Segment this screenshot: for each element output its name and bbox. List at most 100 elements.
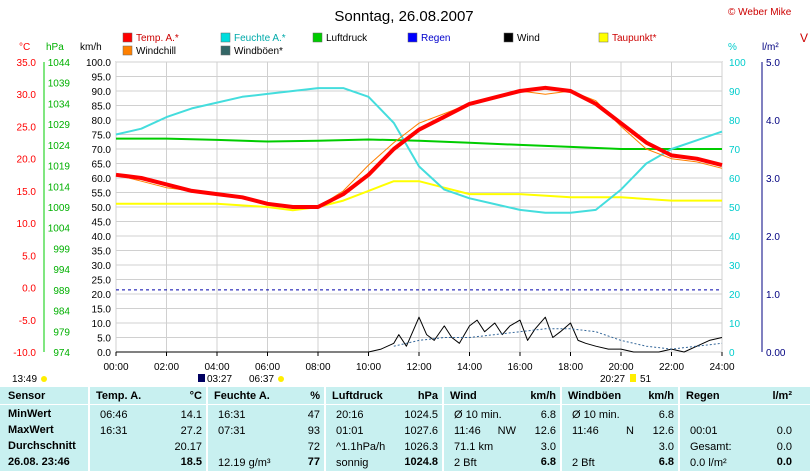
temp-tick-label: -5.0: [19, 316, 37, 327]
wind-tick-label: 10.0: [92, 319, 112, 330]
col4-value: 1026.3: [404, 441, 438, 453]
wind-tick-label: 55.0: [92, 189, 112, 200]
col5-time: 11:46: [454, 425, 481, 437]
hpa-tick-label: 1044: [48, 58, 71, 69]
hpa-tick-label: 989: [53, 286, 70, 297]
moon-value: 51: [640, 374, 652, 385]
col2-value: 18.5: [180, 456, 202, 468]
legend-label: Regen: [421, 33, 450, 44]
rain-tick-label: 4.0: [766, 116, 780, 127]
legend-label: Temp. A.*: [136, 33, 179, 44]
x-tick-label: 00:00: [103, 362, 128, 373]
col4-title: Luftdruck: [332, 390, 383, 402]
x-tick-label: 16:00: [507, 362, 532, 373]
chart-grid: [115, 61, 723, 353]
wind-tick-label: 35.0: [92, 247, 112, 258]
x-tick-label: 10:00: [356, 362, 381, 373]
wind-tick-label: 70.0: [92, 145, 112, 156]
temp-tick-label: 25.0: [17, 122, 37, 133]
rain-tick-label: 3.0: [766, 174, 780, 185]
col6-value: 6.8: [658, 456, 674, 468]
wind-tick-label: 80.0: [92, 116, 112, 127]
col7-time: 00:01: [690, 425, 718, 437]
col7-value: 0.0: [776, 441, 792, 453]
temp-tick-label: 10.0: [17, 219, 37, 230]
humidity-tick-label: 100: [729, 58, 746, 69]
legend-label: Taupunkt*: [612, 33, 657, 44]
humidity-tick-label: 0: [729, 348, 735, 359]
sunrise-time-2: 06:37: [249, 374, 274, 385]
series-temp: [115, 85, 723, 209]
col4-time: sonnig: [336, 457, 369, 469]
copyright-text: © Weber Mike: [728, 7, 792, 18]
col3-time: 07:31: [218, 425, 246, 437]
col6-value: 3.0: [658, 441, 674, 453]
col5-title: Wind: [450, 390, 477, 402]
col5-time: 71.1 km: [454, 441, 494, 453]
wind-tick-label: 15.0: [92, 305, 112, 316]
hpa-tick-label: 994: [53, 265, 70, 276]
series-humidity: [115, 87, 723, 214]
col6-time: 2 Bft: [572, 457, 595, 469]
chart-axes: 35.0 30.0 25.0 20.0 15.0 10.0 5.0 0.0 -5.0 -10.0 1…: [13, 42, 786, 373]
col5-value: 6.8: [540, 456, 556, 468]
col6-unit: km/h: [648, 390, 674, 402]
row-label-avg: Durchschnitt: [8, 440, 76, 452]
legend-swatch: [220, 32, 231, 43]
col6-time: 11:46: [572, 425, 599, 437]
col5-time: Ø 10 min.: [454, 409, 502, 421]
col3-value: 77: [307, 456, 320, 468]
wind-tick-label: 0.0: [97, 348, 111, 359]
series-dewpoint: [116, 180, 722, 212]
legend-swatch: [122, 45, 133, 56]
x-tick-label: 22:00: [659, 362, 684, 373]
humidity-tick-label: 30: [729, 261, 741, 272]
x-tick-label: 08:00: [305, 362, 330, 373]
humidity-tick-label: 20: [729, 290, 741, 301]
rain-tick-label: 0.00: [766, 348, 786, 359]
row-label-current: 26.08. 23:46: [8, 456, 70, 468]
wind-tick-label: 100.0: [86, 58, 111, 69]
hpa-tick-label: 1039: [48, 79, 71, 90]
col3-value: 72: [307, 441, 320, 453]
wind-tick-label: 60.0: [92, 174, 112, 185]
x-tick-label: 24:00: [709, 362, 734, 373]
col4-time: 01:01: [336, 425, 364, 437]
col3-time: 16:31: [218, 409, 246, 421]
col7-unit: l/m²: [772, 390, 792, 402]
x-tick-label: 04:00: [204, 362, 229, 373]
series-pressure: [116, 137, 722, 150]
col2-time: 06:46: [100, 409, 128, 421]
wind-tick-label: 95.0: [92, 73, 112, 84]
wind-tick-label: 90.0: [92, 87, 112, 98]
chart-series: [115, 85, 723, 353]
hpa-tick-label: 1034: [48, 99, 71, 110]
x-tick-label: 06:00: [255, 362, 280, 373]
temp-tick-label: 0.0: [22, 284, 36, 295]
col6-time: Ø 10 min.: [572, 409, 620, 421]
hpa-tick-label: 984: [53, 307, 70, 318]
rain-tick-label: 1.0: [766, 290, 780, 301]
col4-time: ^1.1hPa/h: [336, 441, 386, 453]
temp-tick-label: -10.0: [13, 348, 36, 359]
row-label-max: MaxWert: [8, 424, 54, 436]
sunrise-icon: [198, 374, 205, 382]
humidity-tick-label: 70: [729, 145, 741, 156]
sunset-time: 20:27: [600, 374, 625, 385]
col2-value: 14.1: [180, 409, 202, 421]
col7-title: Regen: [686, 390, 720, 402]
col5-dir: NW: [497, 425, 516, 437]
x-tick-label: 14:00: [457, 362, 482, 373]
hpa-tick-label: 1029: [48, 120, 71, 131]
rain-unit: l/m²: [762, 42, 779, 53]
x-tick-label: 02:00: [154, 362, 179, 373]
hpa-tick-label: 1014: [48, 182, 71, 193]
humidity-tick-label: 80: [729, 116, 741, 127]
hpa-tick-label: 1009: [48, 203, 71, 214]
hpa-tick-label: 974: [53, 348, 70, 359]
stats-table: Sensor MinWert MaxWert Durchschnitt 26.0…: [0, 387, 810, 471]
col4-value: 1024.8: [404, 456, 438, 468]
chart-title: Sonntag, 26.08.2007: [334, 8, 473, 25]
temp-tick-label: 20.0: [17, 155, 37, 166]
rain-tick-label: 5.0: [766, 58, 780, 69]
